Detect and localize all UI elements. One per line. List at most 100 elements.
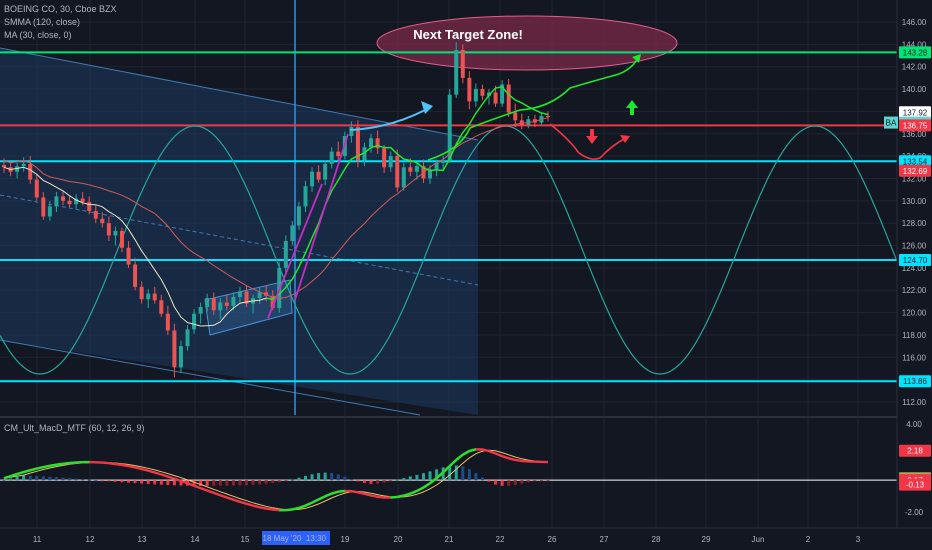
macd-histogram-bar [48, 476, 52, 481]
ma-highlight-line [266, 86, 549, 300]
price-tick-label: 112.00 [902, 398, 926, 407]
green-up-arrow-icon [626, 100, 638, 115]
macd-line-rising [429, 477, 438, 485]
macd-histogram-bar [120, 480, 124, 483]
candle-body [487, 92, 492, 96]
cycle-sine-wave [0, 125, 897, 375]
candle-body [93, 210, 98, 219]
macd-histogram-bar [218, 480, 222, 486]
macd-line-rising [298, 504, 306, 510]
time-tick-label: Jun [752, 535, 765, 544]
macd-histogram-bar [258, 480, 262, 485]
candle-body [388, 156, 393, 168]
price-tick-label: 124.00 [902, 264, 927, 273]
price-tick-label: 132.00 [902, 174, 927, 183]
candle-body [519, 120, 524, 125]
macd-histogram-bar [2, 480, 6, 482]
legend-ma[interactable]: MA (30, close, 0) [4, 30, 72, 40]
macd-line-rising [285, 508, 293, 512]
macd-line-rising [29, 467, 38, 472]
price-tag-bg [899, 164, 931, 177]
macd-histogram-bar [192, 480, 196, 486]
legend-smma[interactable]: SMMA (120, close) [4, 17, 80, 27]
macd-histogram-bar [54, 477, 58, 481]
macd-histogram-bar [87, 479, 91, 481]
candle-body [532, 119, 537, 123]
macd-histogram-bar [415, 474, 419, 481]
macd-histogram-bar [389, 480, 393, 482]
magenta-arrow-1 [267, 183, 323, 319]
macd-histogram-bar [297, 477, 301, 481]
macd-histogram-bar [461, 466, 465, 481]
macd-histogram-bar [533, 480, 537, 482]
candle-body [500, 84, 505, 104]
time-tick-label: 21 [445, 535, 454, 544]
candle-body [362, 147, 367, 161]
time-tick-label: 26 [548, 535, 557, 544]
macd-histogram-bar [238, 480, 242, 486]
macd-line-rising [442, 465, 451, 474]
candle-body [198, 307, 203, 314]
macd-histogram-bar [61, 477, 65, 481]
macd-line-rising [469, 448, 477, 453]
macd-histogram-bar [74, 478, 78, 481]
candle-body [224, 302, 229, 306]
candle-body [303, 186, 308, 207]
macd-line-rising [403, 492, 411, 497]
macd-histogram-bar [520, 480, 524, 484]
macd-histogram-bar [395, 479, 399, 481]
macd-histogram-bar [179, 480, 183, 486]
macd-histogram-bar [539, 480, 543, 482]
price-tick-label: 140.00 [902, 85, 927, 94]
macd-histogram-bar [284, 480, 288, 482]
price-tag-label: 132.69 [903, 167, 928, 176]
macd-line-rising [422, 482, 431, 489]
candle-body [434, 162, 439, 170]
macd-histogram-bar [369, 480, 373, 484]
candle-body [185, 329, 190, 347]
candle-body [231, 296, 236, 306]
macd-histogram-bar [251, 480, 255, 485]
macd-histogram-bar [9, 478, 13, 481]
candle-body [428, 169, 433, 179]
macd-histogram-bar [94, 480, 98, 482]
candle-body [54, 196, 59, 207]
macd-histogram-bar [500, 480, 504, 486]
time-axis-background [0, 528, 932, 550]
price-tag-bg [899, 254, 931, 267]
macd-histogram-bar [428, 471, 432, 481]
macd-histogram-bar [140, 480, 144, 484]
time-tick-label: 29 [702, 535, 711, 544]
price-tick-label: 122.00 [902, 286, 927, 295]
macd-line-rising [36, 465, 44, 470]
macd-histogram-bar [271, 480, 275, 484]
candle-body [323, 163, 328, 180]
time-tick-label: 27 [600, 535, 609, 544]
macd-line-rising [56, 462, 64, 466]
price-tick-label: 142.00 [902, 63, 927, 72]
macd-histogram-bar [336, 474, 340, 481]
macd-histogram-bar [199, 480, 203, 486]
macd-legend[interactable]: CM_Ult_MacD_MTF (60, 12, 26, 9) [4, 423, 145, 433]
legend-symbol[interactable]: BOEING CO, 30, Cboe BZX [4, 4, 117, 14]
macd-line-rising [62, 461, 70, 465]
candle-body [2, 165, 6, 168]
candle-body [113, 231, 118, 236]
candle-body [257, 292, 262, 299]
macd-histogram-bar [526, 480, 530, 483]
candle-body [447, 94, 452, 161]
price-tag-bg [899, 46, 931, 59]
candle-body [296, 206, 301, 226]
time-tick-label: 11 [33, 535, 42, 544]
candle-body [329, 151, 334, 164]
macd-histogram-bar [172, 480, 176, 486]
candle-body [290, 225, 295, 242]
macd-line-rising [448, 459, 458, 467]
price-tag-bg [899, 375, 931, 388]
time-tick-label: 28 [652, 535, 661, 544]
macd-histogram-bar [127, 480, 131, 483]
macd-histogram-bar [68, 478, 72, 481]
time-marker-label: 13:30 [306, 534, 327, 543]
candle-body [67, 200, 72, 205]
